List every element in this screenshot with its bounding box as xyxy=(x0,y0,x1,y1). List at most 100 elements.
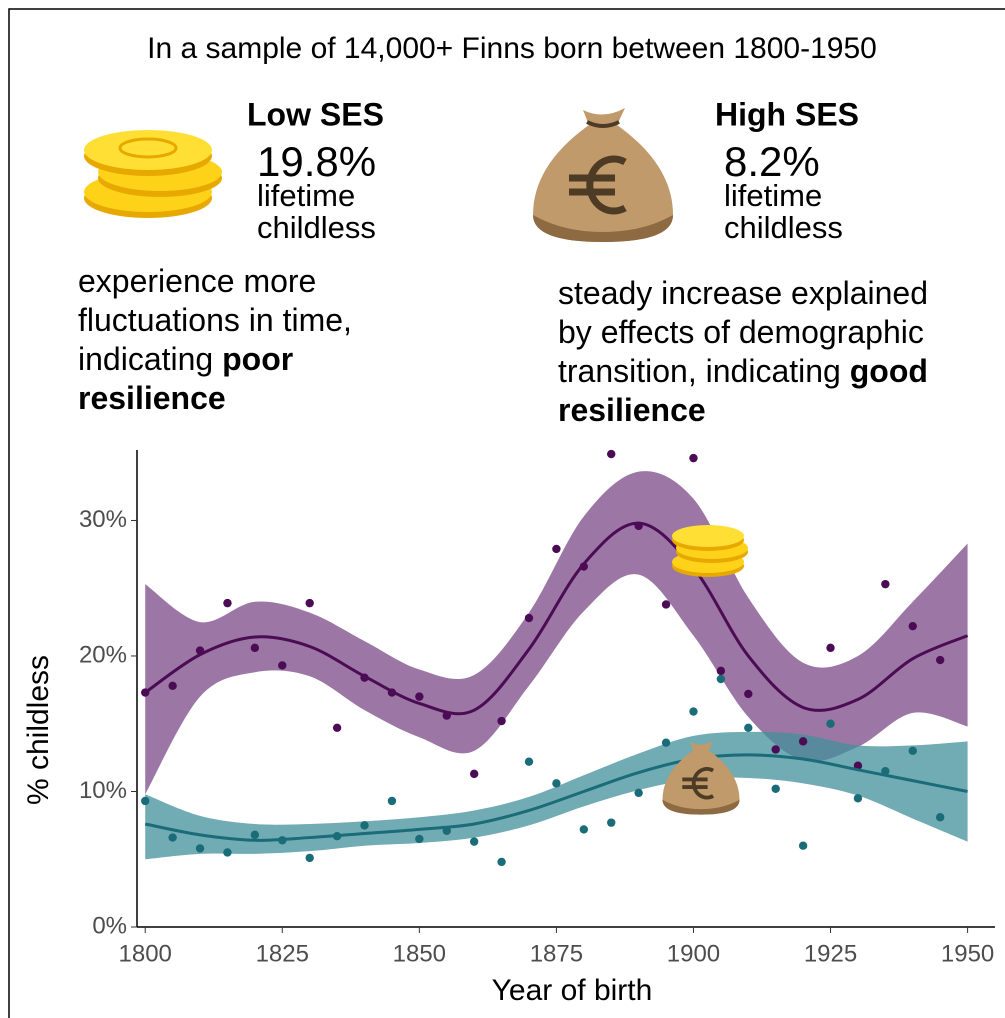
description-line: by effects of demographic xyxy=(558,314,924,350)
point xyxy=(387,796,397,806)
point xyxy=(223,848,232,857)
point xyxy=(689,453,698,463)
point xyxy=(168,833,177,842)
x-tick-label: 1950 xyxy=(941,940,994,967)
point xyxy=(826,643,835,653)
y-tick-label: 0% xyxy=(92,912,127,939)
x-tick-label: 1825 xyxy=(256,940,309,967)
point xyxy=(497,716,506,726)
point xyxy=(853,761,863,770)
description-text: by effects of demographic xyxy=(558,314,924,350)
point xyxy=(607,818,616,827)
emphasis: good xyxy=(850,353,928,389)
point xyxy=(497,857,506,867)
point xyxy=(278,661,287,670)
point xyxy=(223,598,232,608)
point xyxy=(771,784,780,793)
point xyxy=(195,646,205,655)
point xyxy=(908,746,917,756)
description-line: transition, indicating good xyxy=(558,353,928,389)
point xyxy=(579,562,589,571)
point xyxy=(744,689,753,699)
low-ses-label: Low SES xyxy=(247,96,384,132)
y-axis-label: % childless xyxy=(22,655,55,805)
x-axis-label: Year of birth xyxy=(492,974,653,1007)
point xyxy=(415,834,424,844)
point xyxy=(716,666,726,676)
point xyxy=(469,769,479,779)
point xyxy=(853,794,863,803)
point xyxy=(387,688,397,697)
x-tick-label: 1900 xyxy=(667,940,720,967)
point xyxy=(935,813,945,822)
description-line: resilience xyxy=(558,392,706,428)
description-text: transition, indicating xyxy=(558,353,850,389)
point xyxy=(141,688,150,697)
coins-icon-small xyxy=(672,525,748,577)
title: In a sample of 14,000+ Finns born betwee… xyxy=(147,32,877,65)
confidence-band xyxy=(145,731,968,860)
point xyxy=(744,723,753,732)
point xyxy=(469,837,479,846)
emphasis: poor xyxy=(222,341,293,377)
coins-icon xyxy=(84,130,222,218)
confidence-band xyxy=(145,471,968,795)
point xyxy=(442,711,451,720)
point xyxy=(168,681,177,690)
point xyxy=(908,621,917,631)
point xyxy=(634,521,643,531)
point xyxy=(552,544,561,554)
emphasis: resilience xyxy=(558,392,706,428)
emphasis: resilience xyxy=(78,380,226,416)
description-text: indicating xyxy=(78,341,222,377)
point xyxy=(661,600,671,609)
point xyxy=(881,766,890,776)
money-bag-icon xyxy=(533,108,673,242)
point xyxy=(607,449,616,459)
description-line: indicating poor xyxy=(78,341,293,377)
point xyxy=(661,738,671,747)
point xyxy=(798,841,808,850)
point xyxy=(771,745,780,754)
stat-caption: lifetime xyxy=(257,178,355,213)
y-tick-label: 10% xyxy=(79,777,127,804)
stat-caption: childless xyxy=(724,210,843,245)
fit-line xyxy=(144,521,969,716)
point xyxy=(579,825,589,834)
point xyxy=(305,598,314,608)
point xyxy=(524,613,534,623)
frame xyxy=(8,8,1005,1018)
point xyxy=(332,832,342,841)
point xyxy=(332,723,342,732)
point xyxy=(881,579,890,589)
point xyxy=(141,796,150,806)
description-text: experience more xyxy=(78,263,316,299)
description-line: experience more xyxy=(78,263,316,299)
point xyxy=(524,757,534,766)
point xyxy=(552,779,561,788)
point xyxy=(415,692,424,701)
low-ses-stat: 19.8% xyxy=(257,138,376,185)
point xyxy=(634,788,643,798)
point xyxy=(195,844,205,853)
description-line: resilience xyxy=(78,380,226,416)
high-ses-label: High SES xyxy=(715,96,859,132)
point xyxy=(826,719,835,728)
x-tick-label: 1800 xyxy=(119,940,172,967)
point xyxy=(360,673,369,682)
high-ses-stat: 8.2% xyxy=(724,138,820,185)
point xyxy=(250,643,260,653)
description-text: fluctuations in time, xyxy=(78,302,352,338)
point xyxy=(360,821,369,830)
point xyxy=(689,707,698,716)
point xyxy=(442,826,451,835)
x-tick-label: 1850 xyxy=(393,940,446,967)
y-tick-label: 20% xyxy=(79,641,127,668)
point xyxy=(716,674,726,684)
description-line: fluctuations in time, xyxy=(78,302,352,338)
point xyxy=(305,853,314,863)
point xyxy=(798,737,808,746)
stat-caption: childless xyxy=(257,210,376,245)
x-tick-label: 1875 xyxy=(530,940,583,967)
